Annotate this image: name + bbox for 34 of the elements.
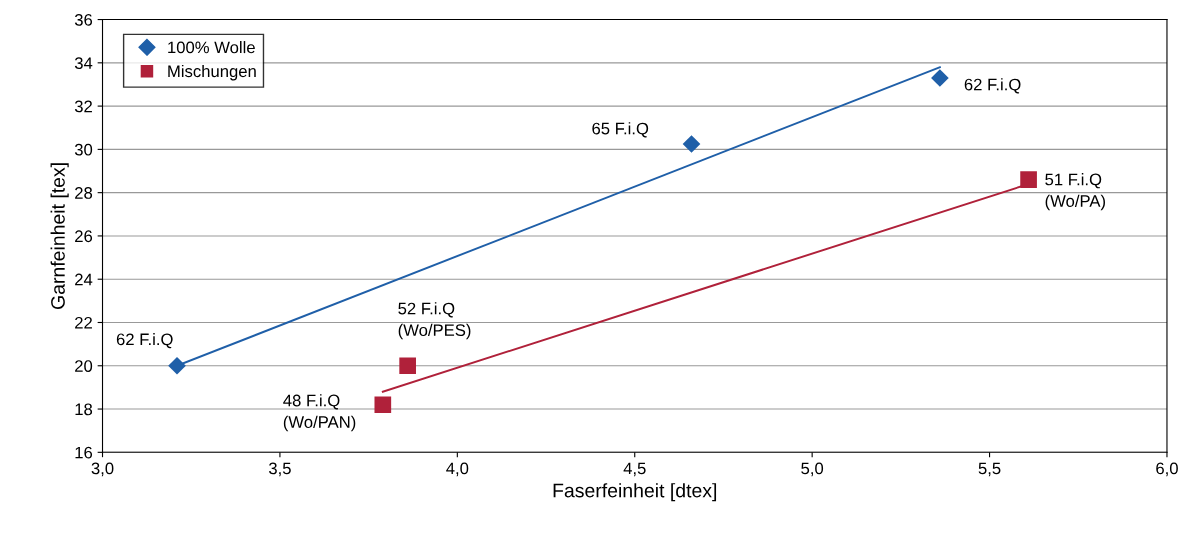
x-axis-title: Faserfeinheit [dtex] bbox=[553, 483, 717, 502]
y-axis-title: Garnfeinheit [tex] bbox=[50, 163, 69, 309]
x-tick-label: 4,5 bbox=[623, 462, 646, 477]
point bbox=[931, 69, 949, 87]
x-tick-label: 3,0 bbox=[91, 462, 114, 477]
y-tick-label: 26 bbox=[75, 230, 93, 243]
legend-label: 100% Wolle bbox=[168, 41, 255, 54]
point bbox=[374, 396, 392, 414]
point bbox=[168, 356, 186, 375]
y-tick-label: 22 bbox=[75, 316, 92, 329]
legend-label: Mischungen bbox=[168, 64, 256, 81]
point bbox=[682, 135, 701, 153]
y-tick-label: 32 bbox=[74, 100, 92, 113]
x-tick-label: 5,0 bbox=[801, 462, 824, 477]
annotation: 62 F.i.Q bbox=[116, 333, 173, 349]
x-tick-label: 5,5 bbox=[978, 462, 1001, 477]
annotation: 65 F.i.Q bbox=[592, 122, 649, 138]
y-tick-label: 20 bbox=[75, 360, 93, 372]
y-tick-label: 16 bbox=[75, 446, 93, 459]
annotation: 51 F.i.Q (Wo/PA) bbox=[1045, 173, 1105, 211]
annotation: 52 F.i.Q (Wo/PES) bbox=[398, 302, 471, 340]
y-tick-label: 36 bbox=[74, 13, 93, 26]
y-tick-label: 30 bbox=[74, 143, 93, 156]
y-tick-label: 24 bbox=[75, 273, 93, 286]
y-tick-label: 28 bbox=[75, 187, 93, 199]
x-tick-label: 3,5 bbox=[268, 462, 291, 477]
y-tick-label: 34 bbox=[74, 57, 93, 70]
annotation: 62 F.i.Q bbox=[964, 78, 1021, 94]
annotation: 48 F.i.Q (Wo/PAN) bbox=[283, 394, 356, 432]
x-tick-label: 6,0 bbox=[1156, 462, 1178, 477]
point bbox=[399, 357, 416, 375]
y-tick-label: 18 bbox=[75, 403, 93, 416]
x-tick-label: 4,0 bbox=[446, 462, 469, 477]
point bbox=[1020, 171, 1037, 189]
